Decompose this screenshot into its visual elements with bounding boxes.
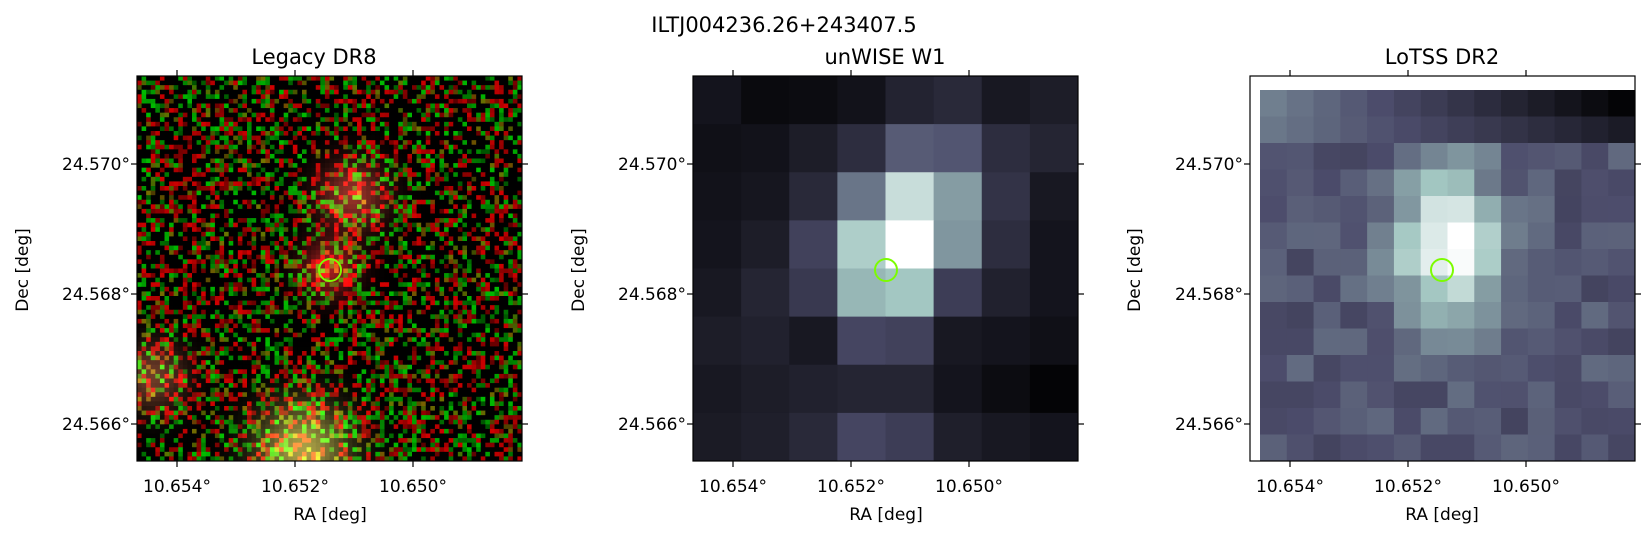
y-tick-label: 24.566° — [62, 415, 130, 435]
y-tick-label: 24.568° — [1175, 285, 1243, 305]
y-tick-label: 24.570° — [618, 155, 686, 175]
x-tick-label: 10.650° — [379, 477, 447, 497]
x-tick-label: 10.654° — [1256, 477, 1324, 497]
y-tick-label: 24.566° — [1175, 415, 1243, 435]
source-marker-circle — [1430, 258, 1454, 282]
axes-frame — [136, 75, 523, 462]
image-cutout-lotss — [1260, 90, 1636, 462]
tick-marks — [687, 70, 1084, 467]
axes-frame — [1249, 75, 1636, 462]
x-axis-label: RA [deg] — [1405, 505, 1478, 525]
x-tick-label: 10.654° — [699, 477, 767, 497]
y-axis-label: Dec [deg] — [1125, 228, 1145, 312]
x-tick-label: 10.650° — [1492, 477, 1560, 497]
tick-marks — [1244, 70, 1641, 467]
tick-marks — [131, 70, 528, 467]
x-axis-label: RA [deg] — [293, 505, 366, 525]
figure-suptitle: ILTJ004236.26+243407.5 — [651, 13, 916, 37]
x-tick-label: 10.650° — [935, 477, 1003, 497]
x-axis-label: RA [deg] — [849, 505, 922, 525]
y-axis-label: Dec [deg] — [569, 228, 589, 312]
panel-legacy-dr8: Legacy DR8 10.654° 10.652° 10.650° 24.57… — [13, 45, 528, 525]
image-cutout-legacy — [137, 76, 523, 462]
y-tick-label: 24.566° — [618, 415, 686, 435]
y-tick-label: 24.568° — [618, 285, 686, 305]
panel-unwise-w1: unWISE W1 10.654° 10.652° 10.650° 24.570… — [569, 45, 1084, 525]
panel-title: unWISE W1 — [825, 45, 946, 69]
source-marker-circle — [318, 258, 342, 282]
y-tick-label: 24.568° — [62, 285, 130, 305]
axes-frame — [692, 75, 1079, 462]
y-tick-label: 24.570° — [1175, 155, 1243, 175]
y-axis-label: Dec [deg] — [13, 228, 33, 312]
panel-title: Legacy DR8 — [251, 45, 376, 69]
image-cutout-unwise — [693, 76, 1079, 462]
x-tick-label: 10.654° — [143, 477, 211, 497]
panel-lotss-dr2: LoTSS DR2 10.654° 10.652° 10.650° 24.570… — [1125, 45, 1641, 525]
source-marker-circle — [874, 258, 898, 282]
x-tick-label: 10.652° — [261, 477, 329, 497]
x-tick-label: 10.652° — [1374, 477, 1442, 497]
x-tick-label: 10.652° — [817, 477, 885, 497]
panel-title: LoTSS DR2 — [1385, 45, 1499, 69]
y-tick-label: 24.570° — [62, 155, 130, 175]
